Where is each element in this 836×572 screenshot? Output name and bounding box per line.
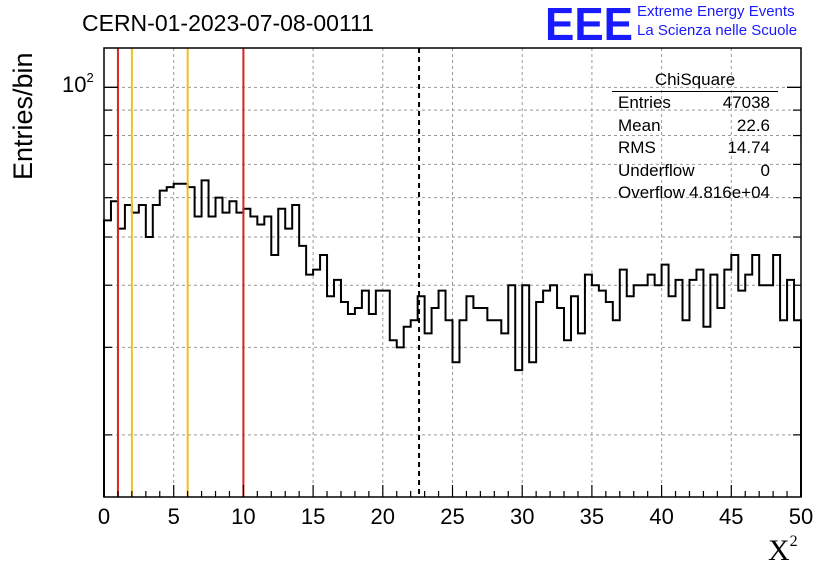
x-tick-label: 0 (98, 504, 110, 529)
stats-label: Overflow (618, 183, 686, 202)
x-tick-label: 45 (719, 504, 743, 529)
stats-label: Mean (618, 115, 661, 135)
x-tick-label: 20 (371, 504, 395, 529)
logo-line-1: Extreme Energy Events (637, 3, 795, 20)
stats-row-underflow: Underflow 0 (612, 160, 778, 183)
eee-logo: EEE (545, 2, 633, 44)
run-title: CERN-01-2023-07-08-00111 (82, 10, 374, 36)
stats-row-rms: RMS 14.74 (612, 137, 778, 160)
x-tick-label: 35 (580, 504, 604, 529)
stats-value: 0 (760, 160, 770, 180)
x-tick-label: 40 (649, 504, 673, 529)
stats-row-entries: Entries 47038 (612, 92, 778, 115)
stats-label: Underflow (618, 160, 695, 180)
x-axis-label-sup: 2 (789, 533, 798, 550)
y-tick-exp: 2 (86, 70, 94, 85)
x-tick-label: 5 (168, 504, 180, 529)
x-tick-label: 15 (301, 504, 325, 529)
y-tick-label: 102 (62, 70, 94, 98)
x-tick-label: 50 (789, 504, 813, 529)
y-tick-base: 10 (62, 72, 87, 97)
stats-value: 22.6 (736, 115, 770, 135)
eee-logo-letters: EEE (545, 2, 633, 44)
histogram-line (103, 179, 802, 497)
stats-title: ChiSquare (612, 70, 778, 92)
stats-box: ChiSquare Entries 47038 Mean 22.6 RMS 14.74… (612, 70, 778, 205)
y-axis-label: Entries/bin (8, 52, 38, 180)
x-tick-label: 30 (510, 504, 534, 529)
stats-value: 47038 (722, 93, 770, 112)
stats-value: 14.74 (727, 138, 770, 157)
eee-logo-text: Extreme Energy Events La Scienza nelle S… (637, 2, 797, 40)
stats-label: RMS (618, 138, 656, 157)
x-axis-label: X2 (768, 533, 798, 568)
stats-label: Entries (618, 93, 671, 112)
x-axis-label-base: X (768, 534, 790, 567)
stats-row-overflow: Overflow 4.816e+04 (612, 182, 778, 205)
x-tick-label: 25 (440, 504, 464, 529)
stats-row-mean: Mean 22.6 (612, 115, 778, 138)
stats-value: 4.816e+04 (689, 183, 770, 202)
logo-line-2: La Scienza nelle Scuole (637, 22, 798, 39)
x-tick-label: 10 (231, 504, 255, 529)
